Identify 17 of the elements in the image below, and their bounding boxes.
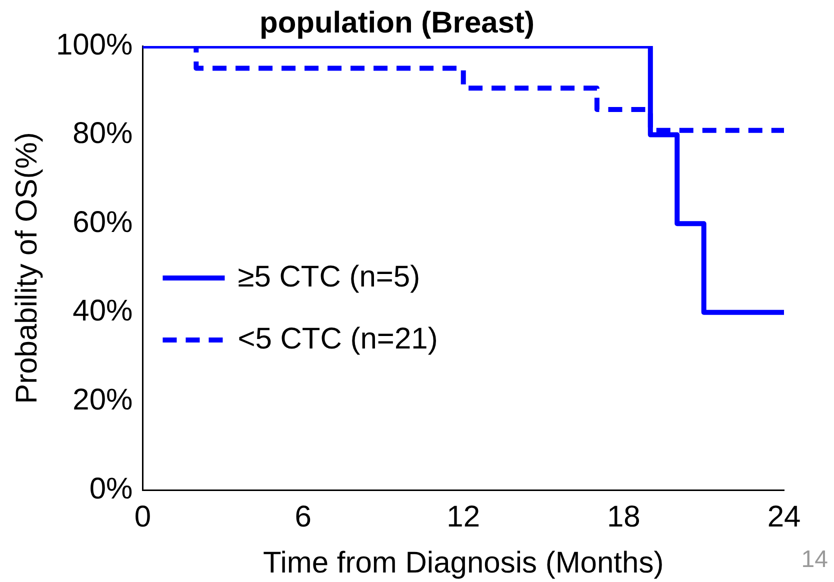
x-tick-label: 0 [134, 500, 152, 534]
y-tick-label: 60% [72, 206, 133, 239]
y-tick-label: 80% [72, 117, 133, 150]
y-tick-label: 40% [72, 294, 133, 328]
legend-label: ≥5 CTC (n=5) [238, 260, 420, 294]
legend-label: <5 CTC (n=21) [238, 322, 438, 356]
x-tick-label: 18 [606, 500, 640, 534]
x-axis-title: Time from Diagnosis (Months) [263, 546, 664, 580]
y-tick-label: 100% [56, 28, 133, 62]
y-axis-title: Probability of OS(%) [10, 132, 44, 404]
y-tick-label: 20% [72, 383, 133, 416]
x-tick-label: 6 [294, 500, 312, 534]
chart-title: population (Breast) [260, 6, 534, 40]
y-tick-label: 0% [89, 472, 133, 506]
x-tick-label: 12 [446, 500, 480, 534]
text: 14 [801, 546, 828, 574]
x-tick-label: 24 [767, 500, 801, 534]
